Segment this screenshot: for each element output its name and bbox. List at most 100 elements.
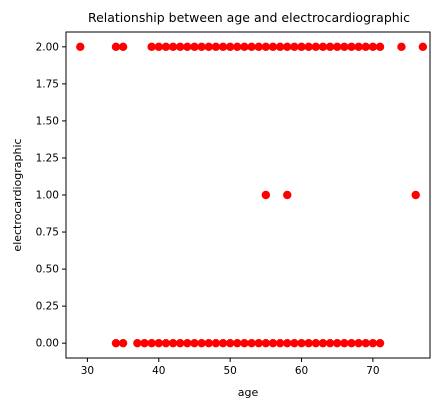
data-point bbox=[111, 338, 121, 348]
data-point bbox=[261, 42, 271, 52]
data-point bbox=[333, 42, 342, 52]
data-point bbox=[197, 42, 206, 52]
data-point bbox=[297, 338, 306, 348]
data-point bbox=[318, 338, 328, 348]
data-point bbox=[275, 338, 285, 348]
data-point bbox=[190, 42, 199, 52]
data-point bbox=[168, 338, 178, 348]
data-point bbox=[340, 42, 349, 52]
y-tick-label: 0.75 bbox=[36, 227, 59, 239]
y-tick-label: 1.00 bbox=[36, 190, 59, 202]
data-point bbox=[225, 42, 235, 52]
data-point bbox=[304, 42, 313, 52]
plot-frame bbox=[65, 31, 431, 359]
data-point bbox=[118, 42, 128, 52]
data-point bbox=[233, 338, 242, 348]
data-point bbox=[183, 338, 192, 348]
x-tick-label: 50 bbox=[223, 365, 236, 377]
data-point bbox=[418, 42, 428, 52]
y-tick-label: 1.25 bbox=[36, 152, 59, 164]
data-point bbox=[297, 42, 306, 52]
data-point bbox=[175, 338, 185, 348]
y-axis-label: electrocardiographic bbox=[11, 138, 24, 251]
data-point bbox=[211, 42, 221, 52]
data-point bbox=[118, 338, 128, 348]
data-point bbox=[147, 338, 156, 348]
y-tick-label: 1.75 bbox=[36, 78, 59, 90]
data-point bbox=[325, 42, 335, 52]
data-point bbox=[261, 338, 271, 348]
data-point bbox=[283, 42, 292, 52]
y-tick-label: 0.25 bbox=[36, 301, 59, 313]
data-point bbox=[283, 190, 292, 200]
data-point bbox=[247, 42, 256, 52]
x-axis: 30 40 50 60 70 bbox=[81, 358, 380, 377]
data-point bbox=[240, 338, 249, 348]
data-point bbox=[325, 338, 335, 348]
y-tick-label: 1.50 bbox=[36, 115, 59, 127]
data-point bbox=[154, 338, 163, 348]
y-tick-label: 2.00 bbox=[36, 41, 59, 53]
data-point bbox=[261, 190, 271, 200]
y-axis: 0.00 0.25 0.50 0.75 1.00 1.25 1.50 1.75 2.00 bbox=[36, 41, 66, 350]
data-point bbox=[340, 338, 349, 348]
x-tick-label: 60 bbox=[295, 365, 308, 377]
x-axis-label: age bbox=[238, 386, 259, 399]
data-point bbox=[311, 338, 321, 348]
data-point bbox=[411, 190, 420, 200]
data-point bbox=[218, 42, 228, 52]
data-point bbox=[140, 338, 149, 348]
data-point bbox=[204, 338, 213, 348]
data-point bbox=[290, 42, 299, 52]
data-point bbox=[290, 338, 299, 348]
y-tick-label: 0.00 bbox=[36, 338, 59, 350]
data-point bbox=[190, 338, 199, 348]
data-point bbox=[218, 338, 228, 348]
data-point bbox=[254, 42, 263, 52]
data-point bbox=[133, 338, 142, 348]
data-point bbox=[268, 42, 278, 52]
data-point bbox=[311, 42, 321, 52]
data-point bbox=[197, 338, 206, 348]
x-tick-label: 40 bbox=[152, 365, 165, 377]
data-point bbox=[168, 42, 178, 52]
chart-title: Relationship between age and electrocard… bbox=[88, 10, 410, 25]
data-point bbox=[268, 338, 278, 348]
data-point bbox=[375, 42, 385, 52]
data-point bbox=[204, 42, 213, 52]
data-point bbox=[211, 338, 221, 348]
data-point bbox=[368, 338, 378, 348]
data-point bbox=[283, 338, 292, 348]
data-point bbox=[254, 338, 263, 348]
data-point bbox=[354, 338, 363, 348]
data-point bbox=[225, 338, 235, 348]
data-point bbox=[333, 338, 342, 348]
data-point bbox=[368, 42, 378, 52]
data-point bbox=[354, 42, 363, 52]
data-point bbox=[161, 42, 171, 52]
data-point bbox=[175, 42, 185, 52]
data-point bbox=[361, 338, 370, 348]
data-point bbox=[111, 42, 121, 52]
data-point bbox=[275, 42, 285, 52]
plot-area: 30 40 50 60 70 0.00 0.25 0.50 0.75 1.00 1.25 1.50 1… bbox=[36, 31, 431, 377]
data-point bbox=[147, 42, 156, 52]
x-tick-label: 70 bbox=[366, 365, 379, 377]
data-point bbox=[161, 338, 171, 348]
data-points bbox=[76, 42, 428, 348]
data-point bbox=[233, 42, 242, 52]
data-point bbox=[318, 42, 328, 52]
data-point bbox=[183, 42, 192, 52]
data-point bbox=[347, 338, 356, 348]
data-point bbox=[375, 338, 385, 348]
data-point bbox=[154, 42, 163, 52]
data-point bbox=[240, 42, 249, 52]
data-point bbox=[361, 42, 370, 52]
x-tick-label: 30 bbox=[81, 365, 94, 377]
data-point bbox=[347, 42, 356, 52]
data-point bbox=[397, 42, 406, 52]
data-point bbox=[247, 338, 256, 348]
data-point bbox=[76, 42, 85, 52]
